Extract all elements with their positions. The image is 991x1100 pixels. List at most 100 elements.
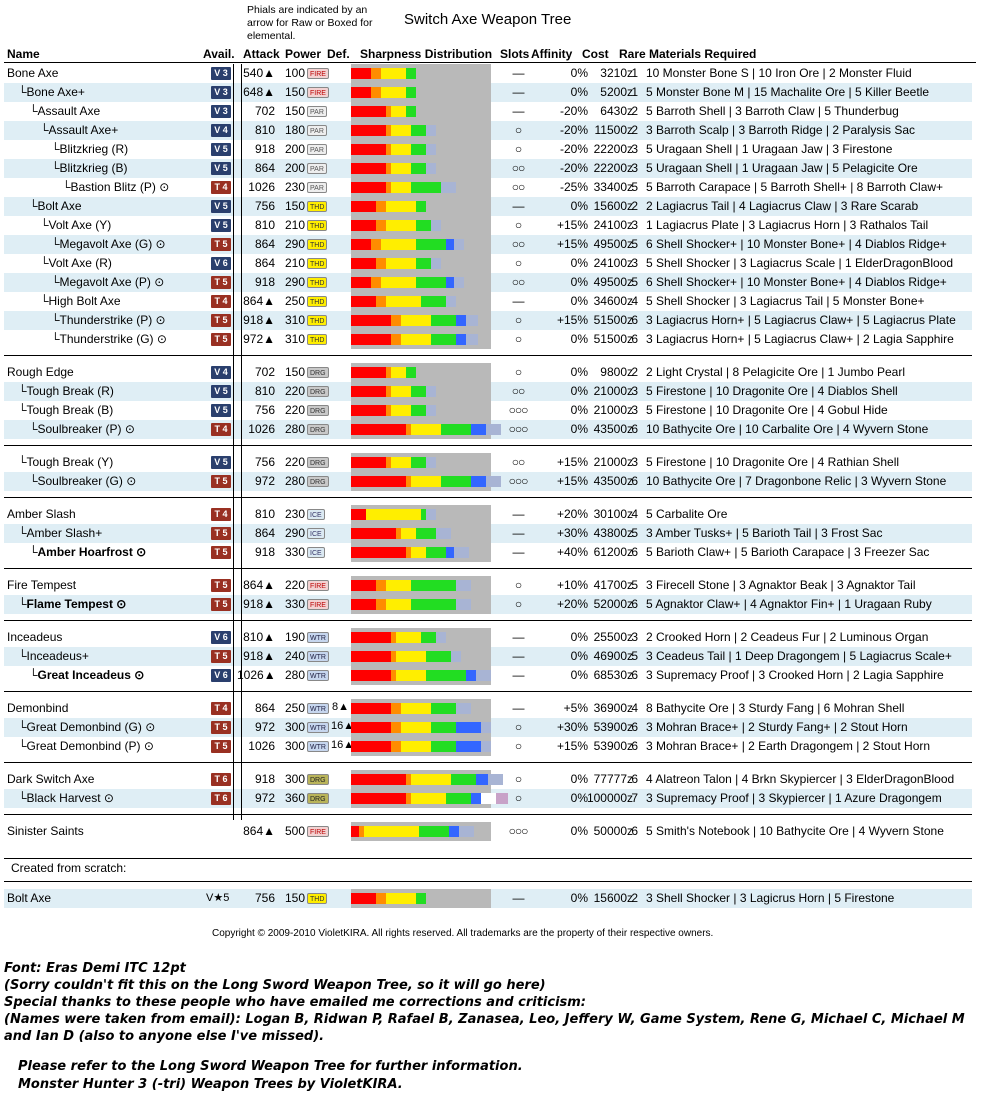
sharpness-gauge (351, 363, 491, 382)
rare-value: 4 (631, 507, 638, 521)
materials-value: 10 Bathycite Ore | 10 Carbalite Ore | 4 … (646, 422, 929, 436)
weapon-name: Dark Switch Axe (7, 772, 95, 786)
sharpness-segment-y (411, 424, 441, 435)
sharpness-bar (351, 509, 436, 520)
rare-value: 6 (631, 313, 638, 327)
sharpness-segment-y (381, 239, 416, 250)
sharpness-bar (351, 774, 503, 785)
cost-value: 41700z (593, 578, 633, 592)
sharpness-gauge (351, 311, 491, 330)
element-badge: FIRE (307, 599, 329, 610)
affinity-value: -20% (559, 161, 588, 175)
cost-value: 49500z (593, 237, 633, 251)
element-badge: DRG (307, 457, 329, 468)
affinity-value: 0% (570, 824, 588, 838)
sharpness-segment-o (371, 87, 381, 98)
slots-value: ○○ (511, 161, 526, 175)
sharpness-segment-y (391, 106, 406, 117)
sharpness-segment-g (416, 528, 436, 539)
sharpness-segment-o (386, 457, 391, 468)
sharpness-segment-x (488, 774, 503, 785)
sharpness-bar (351, 87, 416, 98)
materials-value: 5 Firestone | 10 Dragonite Ore | 4 Rathi… (646, 455, 900, 469)
rare-value: 2 (631, 365, 638, 379)
availability-badge: T 5 (211, 721, 231, 734)
weapon-name: └Assault Axe (29, 104, 101, 118)
rare-value: 7 (631, 791, 638, 805)
sharpness-bar (351, 793, 508, 804)
column-divider (241, 64, 242, 820)
sharpness-bar (351, 632, 446, 643)
affinity-value: 0% (570, 630, 588, 644)
scratch-label: Created from scratch: (11, 861, 127, 875)
sharpness-gauge (351, 273, 491, 292)
rare-value: 6 (631, 474, 638, 488)
sharpness-segment-y (386, 580, 411, 591)
rare-value: 2 (631, 104, 638, 118)
element-badge: PAR (307, 125, 327, 136)
availability-badge: V 3 (211, 105, 231, 118)
sharpness-segment-x (426, 144, 436, 155)
affinity-value: +20% (556, 597, 588, 611)
affinity-value: 0% (570, 649, 588, 663)
power-value: 290 (284, 275, 305, 289)
materials-value: 5 Shell Shocker | 3 Lagiacrus Tail | 5 M… (646, 294, 925, 308)
power-value: 300 (284, 720, 305, 734)
sharpness-segment-x (426, 125, 436, 136)
table-row: └Blitzkrieg (B) V 5 864 200 PAR ○○ -20% 22200z 3… (4, 159, 972, 178)
power-value: 210 (284, 218, 305, 232)
element-badge: PAR (307, 144, 327, 155)
availability-badge: V 6 (211, 669, 231, 682)
materials-value: 3 Amber Tusks+ | 5 Barioth Tail | 3 Fros… (646, 526, 883, 540)
attack-value: 972 (254, 474, 275, 488)
availability-badge: T 4 (211, 295, 231, 308)
sharpness-gauge (351, 235, 491, 254)
affinity-value: 0% (570, 668, 588, 682)
weapon-name: └Great Demonbind (P) ⊙ (18, 739, 154, 753)
sharpness-segment-o (386, 144, 391, 155)
slots-value: ○ (514, 256, 522, 270)
slots-value: — (512, 668, 525, 682)
attack-value: 864 (254, 701, 275, 715)
table-row: └Assault Axe V 3 702 150 PAR — -20% 6430z 2 5 Bar… (4, 102, 972, 121)
sharpness-segment-r (351, 258, 376, 269)
sharpness-segment-x (446, 296, 456, 307)
materials-value: 3 Firecell Stone | 3 Agnaktor Beak | 3 A… (646, 578, 916, 592)
table-row: └Soulbreaker (P) ⊙ T 4 1026 280 DRG ○○○ 0% 4350… (4, 420, 972, 439)
table-row: └Great Demonbind (P) ⊙ T 5 1026 300 WTR 16▲ ○ +… (4, 737, 972, 756)
weapon-name: Sinister Saints (7, 824, 84, 838)
materials-value: 3 Barroth Scalp | 3 Barroth Ridge | 2 Pa… (646, 123, 916, 137)
sharpness-segment-r (351, 509, 366, 520)
slots-value: — (512, 701, 525, 715)
sharpness-bar (351, 703, 471, 714)
sharpness-bar (351, 258, 441, 269)
sharpness-segment-o (386, 125, 391, 136)
table-row: Dark Switch Axe T 6 918 300 DRG ○ 0% 77777z 6 4 A… (4, 770, 972, 789)
affinity-value: +30% (556, 720, 588, 734)
sharpness-segment-o (391, 722, 401, 733)
sharpness-segment-y (411, 774, 451, 785)
sharpness-segment-y (386, 220, 416, 231)
sharpness-segment-b (471, 476, 486, 487)
weapon-name: └Tough Break (R) (18, 384, 114, 398)
sharpness-segment-y (391, 125, 411, 136)
slots-value: ○ (514, 332, 522, 346)
sharpness-segment-o (406, 547, 411, 558)
sharpness-segment-o (376, 296, 386, 307)
sharpness-gauge (351, 822, 491, 841)
sharpness-segment-y (391, 182, 411, 193)
slots-value: ○ (514, 772, 522, 786)
weapon-name: └Thunderstrike (G) ⊙ (51, 332, 167, 346)
affinity-value: +15% (556, 739, 588, 753)
affinity-value: +5% (563, 701, 588, 715)
sharpness-gauge (351, 102, 491, 121)
element-badge: FIRE (307, 826, 329, 837)
slots-value: — (512, 526, 525, 540)
rare-value: 6 (631, 597, 638, 611)
power-value: 280 (284, 422, 305, 436)
availability-badge: T 5 (211, 475, 231, 488)
element-badge: DRG (307, 774, 329, 785)
power-value: 150 (284, 199, 305, 213)
materials-value: 3 Ceadeus Tail | 1 Deep Dragongem | 5 La… (646, 649, 952, 663)
materials-value: 4 Alatreon Talon | 4 Brkn Skypiercer | 3… (646, 772, 955, 786)
